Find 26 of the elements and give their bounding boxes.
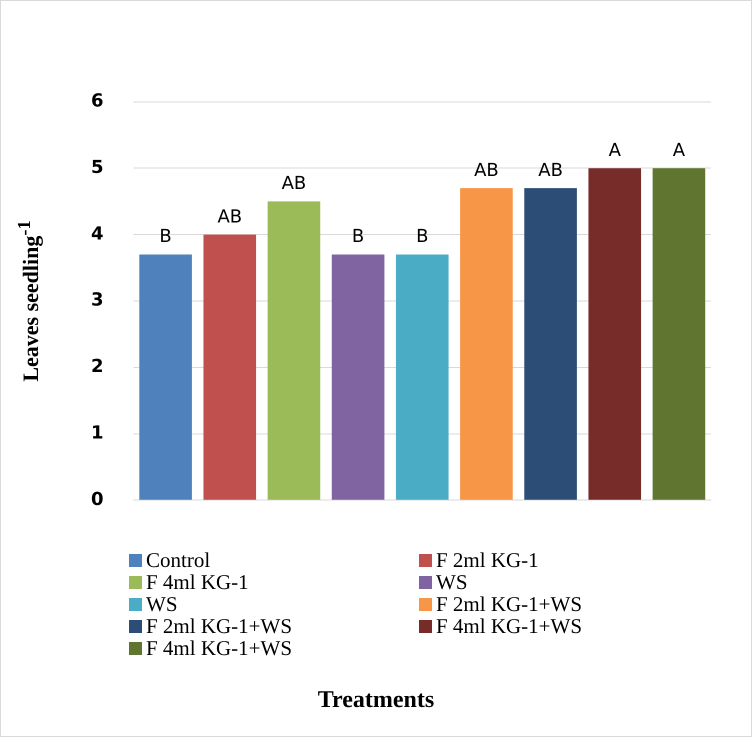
legend-label: F 4ml KG-1	[146, 570, 249, 594]
legend-label: WS	[436, 570, 468, 594]
data-label: AB	[474, 160, 499, 181]
y-tick-label: 1	[90, 422, 104, 444]
data-label: AB	[282, 173, 306, 194]
legend-label: F 2ml KG-1	[436, 548, 539, 572]
data-label: B	[416, 226, 428, 248]
legend-label: F 2ml KG-1+WS	[146, 614, 292, 638]
y-tick-label: 0	[90, 488, 104, 510]
y-tick-label: 3	[90, 290, 104, 311]
legend-label: F 2ml KG-1+WS	[436, 592, 582, 616]
text: Treatments	[316, 687, 436, 714]
legend-label: F 4ml KG-1+WS	[146, 636, 292, 660]
y-tick-label: 4	[90, 223, 104, 244]
data-label: A	[672, 140, 686, 161]
legend-label: WS	[146, 592, 178, 616]
y-tick-label: 2	[90, 356, 104, 378]
data-label: AB	[538, 160, 563, 181]
y-tick-label: 6	[90, 90, 104, 112]
y-tick-label: 5	[90, 156, 104, 178]
data-label: A	[608, 140, 622, 161]
data-label: B	[352, 226, 364, 248]
legend-label: Control	[146, 548, 210, 572]
legend-label: F 4ml KG-1+WS	[436, 614, 582, 638]
data-label: AB	[217, 206, 242, 228]
data-label: B	[159, 226, 172, 248]
